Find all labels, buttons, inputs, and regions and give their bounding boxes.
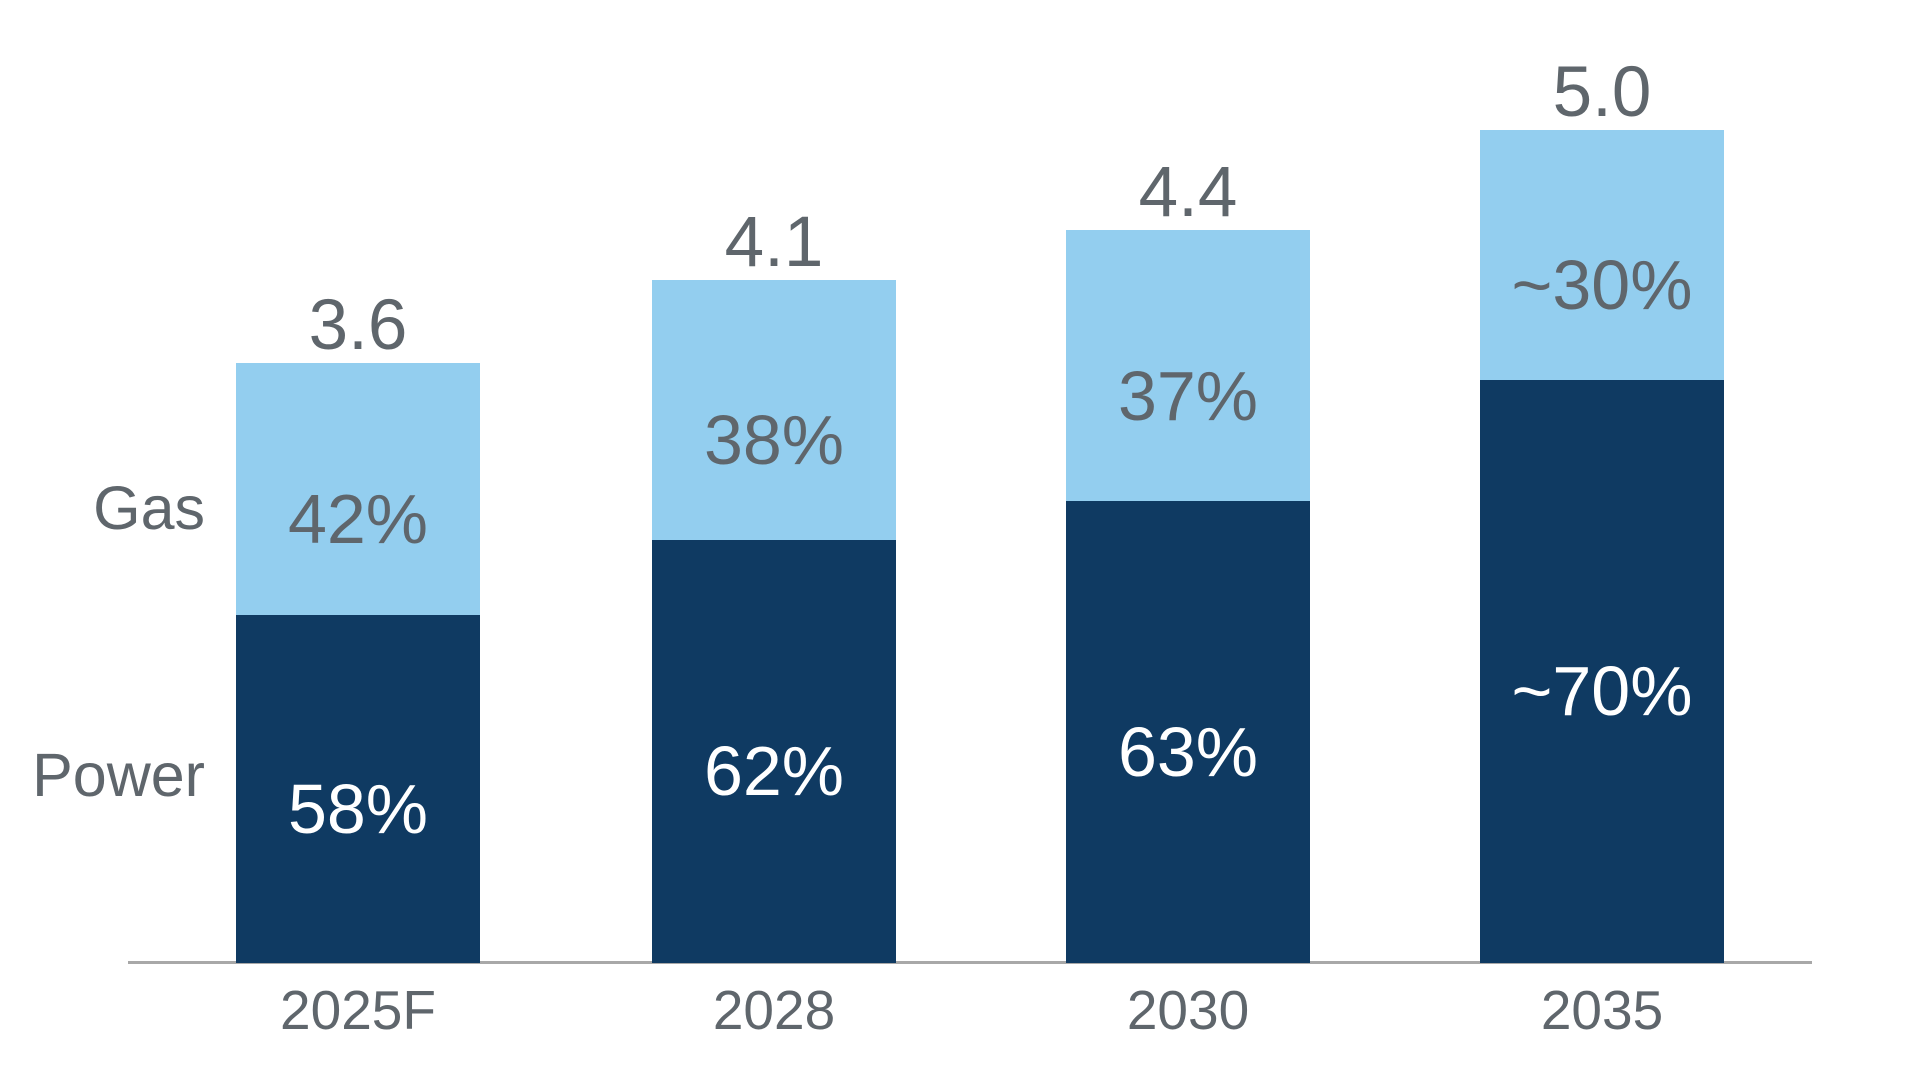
- stacked-bar: 37% 63%: [1066, 230, 1310, 963]
- total-label: 4.1: [724, 202, 824, 282]
- power-percent-label: 63%: [1117, 713, 1259, 792]
- power-segment: 58%: [236, 615, 480, 963]
- category-label: 2030: [1126, 979, 1250, 1041]
- gas-percent-label: ~30%: [1511, 245, 1693, 324]
- power-segment: 63%: [1066, 501, 1310, 963]
- category-label: 2035: [1540, 979, 1664, 1041]
- category-label: 2025F: [280, 979, 436, 1041]
- power-percent-label: 58%: [287, 770, 429, 849]
- total-label: 5.0: [1552, 53, 1652, 132]
- bar-group-2025f: 3.6 42% 58% 2025F: [236, 290, 480, 1038]
- total-label: 3.6: [308, 286, 408, 366]
- stacked-bar: ~30% ~70%: [1480, 130, 1724, 963]
- category-label: 2028: [712, 979, 836, 1041]
- bar-group-2030: 4.4 37% 63% 2030: [1066, 157, 1310, 1038]
- total-label: 4.4: [1138, 153, 1238, 232]
- series-label-gas: Gas: [93, 474, 205, 542]
- stacked-bar: 42% 58%: [236, 363, 480, 963]
- power-percent-label: 62%: [703, 732, 845, 811]
- power-segment: 62%: [652, 539, 896, 963]
- stacked-bar: 38% 62%: [652, 279, 896, 963]
- gas-segment: 38%: [652, 279, 896, 540]
- gas-percent-label: 38%: [703, 400, 845, 479]
- gas-percent-label: 37%: [1117, 356, 1259, 435]
- gas-segment: ~30%: [1480, 130, 1724, 380]
- bar-group-2035: 5.0 ~30% ~70% 2035: [1480, 57, 1724, 1038]
- power-percent-label: ~70%: [1511, 652, 1693, 731]
- power-segment: ~70%: [1480, 379, 1724, 963]
- bar-group-2028: 4.1 38% 62% 2028: [652, 207, 896, 1038]
- gas-percent-label: 42%: [287, 480, 429, 559]
- gas-segment: 42%: [236, 363, 480, 616]
- series-label-power: Power: [32, 741, 205, 809]
- gas-segment: 37%: [1066, 230, 1310, 502]
- x-axis-line: [128, 961, 1812, 964]
